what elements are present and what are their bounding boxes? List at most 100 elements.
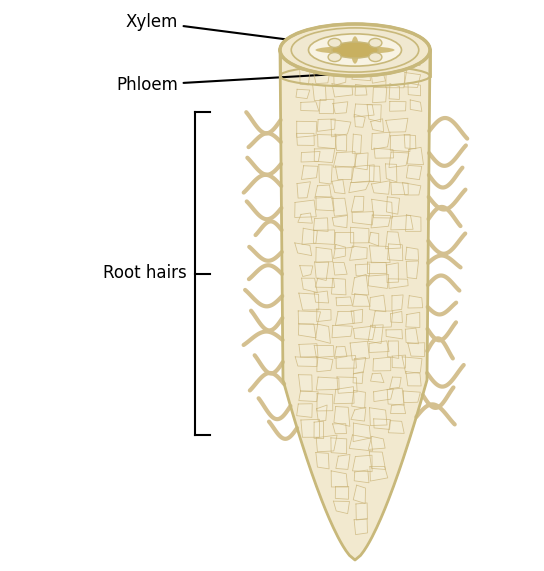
Polygon shape <box>403 183 421 195</box>
Polygon shape <box>368 232 379 246</box>
Polygon shape <box>406 261 418 279</box>
Polygon shape <box>367 104 381 122</box>
Polygon shape <box>353 134 362 153</box>
Ellipse shape <box>351 37 359 64</box>
Polygon shape <box>370 467 388 481</box>
Polygon shape <box>296 404 312 417</box>
Polygon shape <box>392 295 403 311</box>
Polygon shape <box>332 424 347 434</box>
Polygon shape <box>353 423 370 441</box>
Polygon shape <box>333 70 347 85</box>
Polygon shape <box>391 311 403 323</box>
Polygon shape <box>296 134 314 146</box>
Polygon shape <box>314 345 334 357</box>
Polygon shape <box>407 147 423 164</box>
Polygon shape <box>374 388 393 401</box>
Polygon shape <box>316 324 330 343</box>
Text: Root hairs: Root hairs <box>103 264 187 283</box>
Polygon shape <box>297 182 311 198</box>
Polygon shape <box>409 53 421 66</box>
Polygon shape <box>301 419 319 437</box>
Polygon shape <box>314 148 335 163</box>
Polygon shape <box>313 84 326 100</box>
Polygon shape <box>390 135 410 151</box>
Polygon shape <box>334 387 354 404</box>
Polygon shape <box>353 372 363 384</box>
Polygon shape <box>314 421 324 439</box>
Polygon shape <box>331 471 348 487</box>
Polygon shape <box>333 262 347 275</box>
Polygon shape <box>316 247 333 263</box>
Polygon shape <box>352 391 366 408</box>
Polygon shape <box>408 296 423 308</box>
Polygon shape <box>335 232 354 249</box>
Polygon shape <box>389 152 409 167</box>
Text: Phloem: Phloem <box>116 71 380 94</box>
Polygon shape <box>369 246 390 263</box>
Polygon shape <box>408 343 425 356</box>
Polygon shape <box>316 196 334 211</box>
Polygon shape <box>280 50 430 560</box>
Polygon shape <box>316 452 329 469</box>
Polygon shape <box>301 102 319 111</box>
Polygon shape <box>336 356 356 368</box>
Polygon shape <box>295 200 316 218</box>
Polygon shape <box>318 55 333 69</box>
Polygon shape <box>319 164 332 184</box>
Polygon shape <box>391 404 406 413</box>
Polygon shape <box>404 135 416 149</box>
Polygon shape <box>349 435 373 451</box>
Polygon shape <box>387 263 398 283</box>
Polygon shape <box>406 166 422 180</box>
Polygon shape <box>313 218 328 231</box>
Polygon shape <box>373 87 387 103</box>
Polygon shape <box>296 121 317 138</box>
Polygon shape <box>405 328 418 344</box>
Polygon shape <box>349 181 370 192</box>
Polygon shape <box>386 164 397 182</box>
Polygon shape <box>406 372 421 386</box>
Polygon shape <box>334 407 350 427</box>
Polygon shape <box>317 393 333 411</box>
Polygon shape <box>295 243 312 256</box>
Polygon shape <box>373 357 391 371</box>
Polygon shape <box>369 341 389 352</box>
Polygon shape <box>298 213 312 223</box>
Polygon shape <box>373 53 385 61</box>
Polygon shape <box>374 148 393 158</box>
Polygon shape <box>316 278 335 287</box>
Polygon shape <box>316 377 339 390</box>
Polygon shape <box>386 118 408 132</box>
Ellipse shape <box>369 53 382 62</box>
Polygon shape <box>295 357 318 367</box>
Polygon shape <box>369 452 386 469</box>
Polygon shape <box>354 114 365 127</box>
Polygon shape <box>314 74 330 83</box>
Polygon shape <box>351 407 366 421</box>
Polygon shape <box>388 244 403 261</box>
Polygon shape <box>371 215 391 228</box>
Polygon shape <box>335 134 347 151</box>
Polygon shape <box>333 244 345 259</box>
Polygon shape <box>370 119 384 132</box>
Polygon shape <box>299 324 316 338</box>
Polygon shape <box>390 377 401 389</box>
Polygon shape <box>392 355 406 368</box>
Polygon shape <box>332 325 353 338</box>
Polygon shape <box>390 102 406 111</box>
Polygon shape <box>354 104 374 117</box>
Polygon shape <box>354 357 366 373</box>
Polygon shape <box>333 501 349 513</box>
Polygon shape <box>332 180 345 194</box>
Polygon shape <box>369 166 380 182</box>
Polygon shape <box>406 215 421 231</box>
Ellipse shape <box>291 28 419 72</box>
Polygon shape <box>296 89 310 99</box>
Polygon shape <box>335 53 353 62</box>
Polygon shape <box>391 215 413 230</box>
Polygon shape <box>354 153 368 170</box>
Polygon shape <box>313 230 335 244</box>
Polygon shape <box>408 83 421 96</box>
Polygon shape <box>335 486 349 499</box>
Polygon shape <box>388 341 399 359</box>
